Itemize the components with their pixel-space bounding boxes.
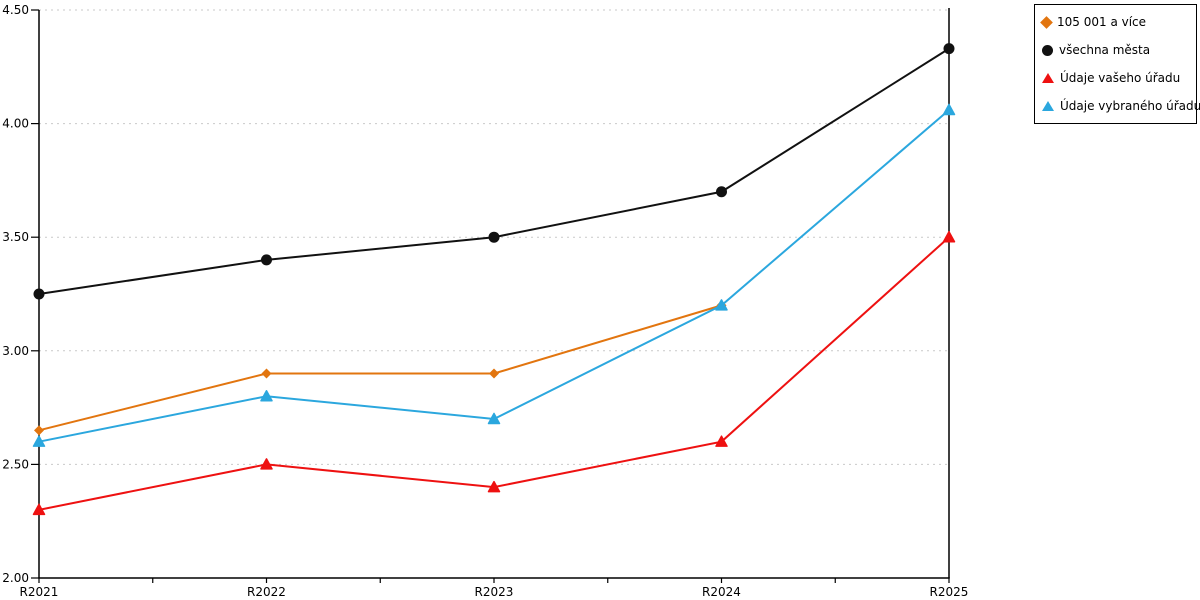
triangle-marker <box>942 103 956 116</box>
series-line-3 <box>38 109 950 443</box>
circle-marker <box>261 254 272 266</box>
legend: 105 001 a více všechna města Údaje vašeh… <box>1034 4 1200 124</box>
triangle-marker <box>487 412 501 425</box>
x-tick-label: R2023 <box>475 585 514 599</box>
triangle-marker <box>487 480 501 493</box>
triangle-marker <box>942 230 956 243</box>
diamond-marker <box>489 368 499 379</box>
legend-item-105001-a-vice: 105 001 a více <box>1040 8 1194 36</box>
legend-label: všechna města <box>1059 43 1151 57</box>
circle-icon <box>1042 44 1053 56</box>
y-tick-label: 4.50 <box>2 3 29 17</box>
legend-item-vsechna-mesta: všechna města <box>1042 36 1194 64</box>
circle-marker <box>716 186 727 198</box>
circle-marker <box>488 231 500 243</box>
legend-label: 105 001 a více <box>1057 15 1147 29</box>
triangle-icon <box>1042 101 1054 111</box>
legend-item-udaje-vybraneho-uradu: Údaje vybraného úřadu <box>1042 92 1200 120</box>
triangle-marker <box>32 435 46 447</box>
triangle-marker <box>715 299 728 311</box>
y-tick-label: 3.00 <box>2 344 29 358</box>
triangle-marker <box>32 503 46 516</box>
x-tick-label: R2022 <box>247 585 286 599</box>
x-tick-label: R2021 <box>20 585 59 599</box>
diamond-marker <box>34 425 44 436</box>
series-line-0 <box>38 304 722 432</box>
y-tick-label: 3.50 <box>2 230 29 244</box>
circle-marker <box>33 288 45 300</box>
x-tick-label: R2024 <box>702 585 741 599</box>
y-tick-label: 4.00 <box>2 117 29 131</box>
triangle-marker <box>260 389 273 402</box>
legend-item-udaje-vaseho-uradu: Údaje vašeho úřadu <box>1042 64 1194 92</box>
series-line-1 <box>38 47 950 295</box>
y-tick-label: 2.50 <box>2 457 29 471</box>
triangle-icon <box>1042 73 1054 83</box>
legend-label: Údaje vašeho úřadu <box>1060 71 1181 85</box>
triangle-marker <box>715 435 728 447</box>
y-tick-label: 2.00 <box>2 571 29 585</box>
diamond-icon <box>1040 15 1053 29</box>
legend-label: Údaje vybraného úřadu <box>1060 99 1200 113</box>
x-tick-label: R2025 <box>930 585 969 599</box>
circle-marker <box>943 43 955 55</box>
triangle-marker <box>260 458 273 470</box>
diamond-marker <box>261 368 272 379</box>
